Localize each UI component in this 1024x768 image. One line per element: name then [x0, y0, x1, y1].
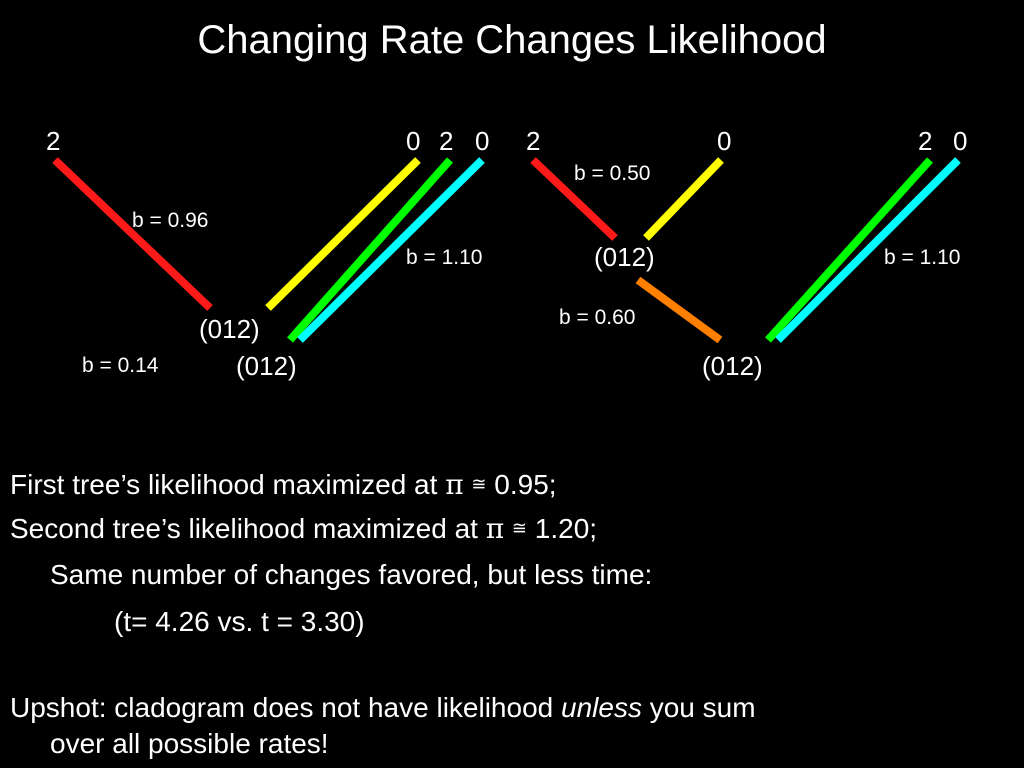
tree2-branch-red — [530, 157, 618, 241]
upshot-line-2: over all possible rates! — [50, 728, 329, 759]
upshot-start: Upshot: cladogram does not have likeliho… — [10, 692, 562, 723]
text-line-3: Same number of changes favored, but less… — [50, 559, 653, 590]
tree2-node-root: (012) — [702, 351, 763, 381]
text-line-1: First tree’s likelihood maximized at π ≅… — [10, 468, 557, 501]
tree2-branch-cyan — [775, 157, 961, 343]
upshot-end: you sum — [641, 692, 756, 723]
line2-value: 1.20; — [527, 513, 598, 544]
tree1-node-upper: (012) — [199, 314, 260, 344]
tree2-branch-label-upper: b = 0.50 — [574, 162, 651, 185]
approx-symbol: ≅ — [511, 518, 528, 538]
tree1-tip-4: 0 — [475, 126, 490, 156]
tree2-branch-orange — [635, 276, 723, 344]
tree2-branch-label-right: b = 1.10 — [884, 246, 961, 269]
branch-lines — [52, 157, 961, 344]
tree2-tip-4: 0 — [953, 126, 968, 156]
tree2-tip-1: 2 — [526, 126, 541, 156]
tree1-node-root: (012) — [236, 351, 297, 381]
upshot-line-1: Upshot: cladogram does not have likeliho… — [10, 692, 756, 724]
upshot-emphasis: unless — [561, 692, 642, 723]
text-line-2: Second tree’s likelihood maximized at π … — [10, 512, 597, 545]
tree2-tip-2: 0 — [717, 126, 732, 156]
tree2-tip-3: 2 — [918, 126, 933, 156]
line2-start: Second tree’s likelihood maximized at — [10, 513, 486, 544]
approx-symbol: ≅ — [471, 474, 487, 494]
pi-symbol: π — [485, 512, 505, 545]
tree1-branch-green — [287, 157, 453, 343]
tree2-branch-label-orange: b = 0.60 — [559, 306, 636, 329]
tree2-branch-yellow — [643, 157, 724, 241]
tree1-tip-2: 0 — [406, 126, 421, 156]
line1-value: 0.95; — [486, 469, 557, 500]
tree1-tip-3: 2 — [439, 126, 454, 156]
tree1-branch-yellow — [265, 157, 421, 311]
tree1-branch-label-right: b = 1.10 — [406, 246, 483, 269]
line1-start: First tree’s likelihood maximized at — [10, 469, 446, 500]
tree2-node-upper: (012) — [594, 242, 655, 272]
tree1-tip-1: 2 — [46, 126, 61, 156]
slide-title: Changing Rate Changes Likelihood — [197, 18, 827, 62]
tree1-branch-red — [52, 157, 213, 311]
text-line-4: (t= 4.26 vs. t = 3.30) — [114, 606, 365, 637]
tree1-branch-cyan — [297, 157, 485, 343]
tree1-branch-label-short: b = 0.14 — [82, 354, 159, 377]
pi-symbol: π — [445, 468, 464, 501]
tree-diagrams: 2 0 2 0 b = 0.96 b = 1.10 b = 0.14 (012)… — [46, 126, 968, 381]
tree1-branch-label-red: b = 0.96 — [132, 209, 209, 232]
tree2-branch-green — [765, 157, 933, 343]
